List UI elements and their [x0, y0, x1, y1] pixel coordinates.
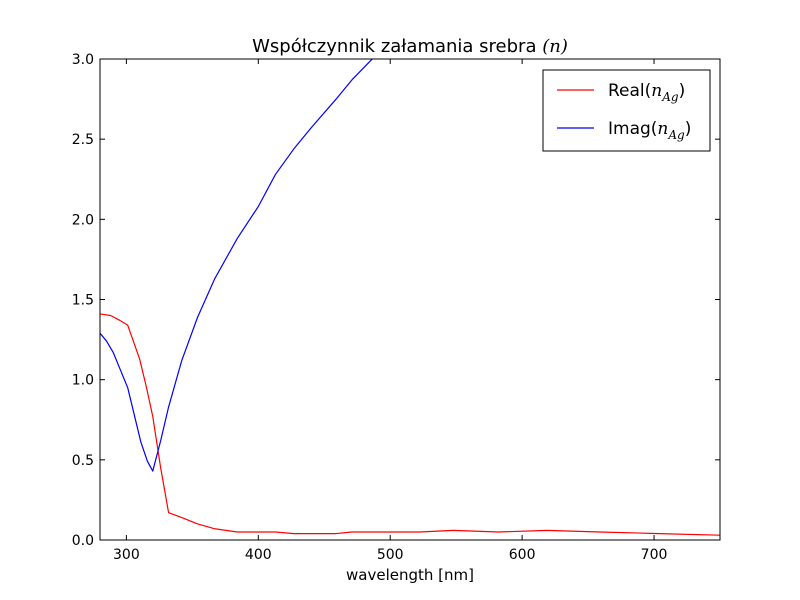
y-tick-label: 1.5: [72, 293, 94, 309]
y-tick-label: 2.5: [72, 132, 94, 148]
chart-title-math: (n): [542, 36, 568, 57]
y-tick-label: 0.0: [72, 533, 94, 549]
chart-title-text: Współczynnik załamania srebra: [252, 36, 536, 57]
ticks-layer: 300 400 500 600 700 0.0 0.5 1.0 1.5 2.0 2.5 3.0: [72, 52, 720, 563]
legend-label-0: Real(nAg): [608, 81, 685, 104]
x-tick-label: 700: [641, 547, 668, 563]
x-axis-label: wavelength [nm]: [346, 566, 474, 584]
x-tick-label: 300: [113, 547, 140, 563]
plot-frame: [99, 58, 721, 541]
x-tick-label: 400: [245, 547, 272, 563]
series-layer: [100, 59, 720, 536]
legend: Real(nAg) Imag(nAg): [542, 69, 711, 152]
y-tick-label: 2.0: [72, 212, 94, 228]
legend-label-1: Imag(nAg): [608, 119, 691, 142]
series-line-0: [100, 313, 720, 536]
x-tick-label: 600: [509, 547, 536, 563]
y-tick-label: 0.5: [72, 453, 94, 469]
y-tick-label: 1.0: [72, 373, 94, 389]
chart-title: Współczynnik załamania srebra (n): [252, 36, 568, 57]
legend-box: [542, 69, 711, 152]
x-tick-label: 500: [377, 547, 404, 563]
y-tick-label: 3.0: [72, 52, 94, 68]
series-line-1: [100, 59, 374, 472]
